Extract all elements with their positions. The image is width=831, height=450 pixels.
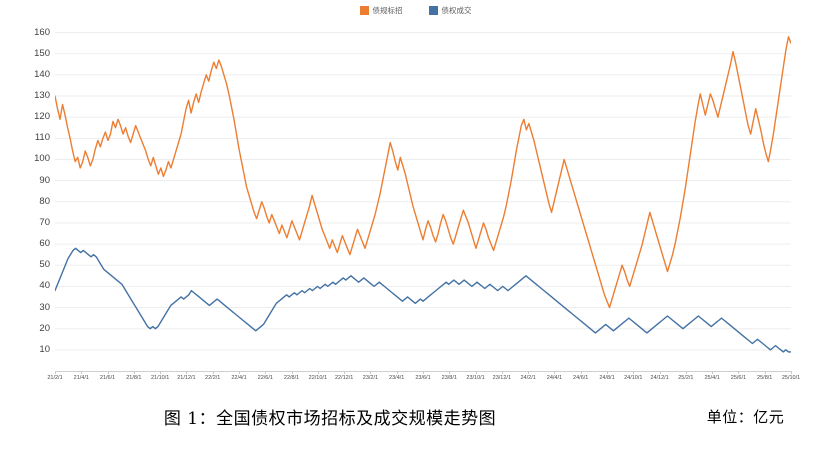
x-axis-tickmark [738, 371, 740, 374]
legend-label: 债权成交 [441, 5, 472, 15]
x-axis-tick-label: 22/2/1 [205, 375, 221, 381]
x-axis-tick-label: 22/12/1 [334, 375, 354, 381]
x-axis-tick-label: 24/12/1 [650, 375, 669, 381]
x-axis-tick-label: 23/8/1 [441, 375, 457, 381]
x-axis-tick-label: 25/6/1 [730, 375, 747, 381]
x-axis-tickmark [107, 371, 109, 374]
x-axis-tickmark [449, 371, 451, 374]
x-axis-tickmark [712, 371, 714, 374]
x-axis-tick-label: 22/4/1 [231, 375, 247, 381]
x-axis-tick-label: 24/8/1 [599, 375, 615, 381]
x-axis-tick-label: 25/8/1 [757, 375, 773, 381]
x-axis-tickmark [370, 371, 372, 374]
x-axis-tick-label: 22/10/1 [308, 375, 328, 381]
x-axis-tick-label: 21/10/1 [150, 375, 170, 381]
y-axis-tick-label: 110 [34, 132, 50, 144]
y-axis-tick-label: 10 [39, 343, 50, 355]
x-axis-tick-label: 21/6/1 [99, 375, 116, 381]
y-axis-tick-label: 40 [39, 280, 50, 292]
line-series-债权成交 [55, 247, 791, 353]
chart-legend: 债规标招 债权成交 [0, 2, 831, 18]
x-axis-tick-label: 23/2/1 [362, 375, 379, 381]
x-axis-tick-label: 25/10/1 [781, 375, 801, 381]
x-axis-tick-label: 25/4/1 [704, 375, 720, 381]
y-axis-tick-label: 150 [34, 47, 50, 59]
y-axis-tick-label: 100 [34, 153, 50, 165]
x-axis-tickmark [580, 371, 582, 374]
x-axis-tick-label: 21/8/1 [126, 375, 142, 381]
x-axis-tickmark [317, 371, 319, 374]
x-axis-tick-label: 24/10/1 [624, 375, 643, 381]
x-axis-tickmark [186, 371, 188, 374]
y-axis-tick-label: 130 [34, 90, 50, 102]
y-axis-tick-label: 60 [39, 238, 50, 250]
x-axis-tickmark [396, 371, 398, 374]
x-axis-tickmark [160, 371, 162, 374]
y-axis: 10 20 30 40 50 60 70 80 90 100 110 120 130 140 150 160 [0, 22, 50, 371]
figure-caption: 图 1：全国债权市场招标及成交规模走势图 [163, 409, 497, 429]
figure-unit-label: 单位：亿元 [706, 408, 785, 426]
x-axis-tick-label: 21/4/1 [73, 375, 89, 381]
x-axis-tickmark [501, 371, 503, 374]
x-axis-tickmark [528, 371, 530, 374]
x-axis: 21/2/1 21/4/1 21/6/1 21/8/1 21/10/1 21/12/1 22… [47, 371, 800, 391]
x-axis-tick-label: 22/6/1 [257, 375, 273, 381]
x-axis-tick-label: 25/2/1 [678, 375, 694, 381]
y-axis-tick-label: 20 [39, 322, 50, 334]
y-axis-tick-label: 70 [39, 216, 50, 228]
x-axis-tickmark [291, 371, 293, 374]
y-axis-tick-label: 140 [34, 68, 50, 80]
x-axis-tickmark [554, 371, 556, 374]
x-axis-tickmark [239, 371, 240, 374]
line-series-债规标招 [55, 36, 791, 309]
caption-row: 图 1：全国债权市场招标及成交规模走势图 单位：亿元 [0, 400, 831, 440]
x-axis-tick-label: 21/12/1 [177, 375, 196, 381]
x-axis-tick-label: 23/4/1 [389, 375, 405, 381]
x-axis-tick-label: 23/10/1 [466, 375, 485, 381]
x-axis-tickmark [659, 371, 661, 374]
x-axis-tickmark [685, 371, 687, 374]
x-axis-tick-label: 23/12/1 [492, 375, 512, 381]
x-axis-tickmark [607, 371, 608, 374]
y-axis-tick-label: 80 [39, 195, 50, 207]
x-axis-tick-label: 24/2/1 [520, 375, 536, 381]
y-axis-tick-label: 30 [39, 301, 50, 313]
y-axis-tick-label: 50 [39, 259, 50, 271]
x-axis-tickmark [133, 371, 135, 374]
x-axis-tickmark [81, 371, 83, 374]
x-axis-tickmark [212, 371, 214, 374]
x-axis-tickmark [633, 371, 635, 374]
legend-label: 债规标招 [372, 5, 403, 15]
x-axis-tickmark [265, 371, 267, 374]
x-axis-tick-label: 22/8/1 [283, 375, 300, 381]
x-axis-tick-label: 24/4/1 [546, 375, 563, 381]
plot-area [55, 22, 791, 371]
series-lines [55, 32, 791, 353]
legend-item-series-traded[interactable]: 债权成交 [428, 5, 472, 15]
x-axis-tickmark [423, 371, 424, 374]
y-axis-tick-label: 120 [34, 111, 50, 123]
x-axis-tick-label: 21/2/1 [47, 375, 63, 381]
x-axis-tick-label: 23/6/1 [415, 375, 431, 381]
legend-swatch-icon [428, 5, 438, 15]
legend-item-series-tender[interactable]: 债规标招 [359, 5, 403, 15]
x-axis-tickmark [791, 371, 792, 374]
x-axis-tickmark [764, 371, 766, 374]
y-axis-tick-label: 160 [34, 26, 50, 38]
x-axis-tickmark [55, 371, 56, 374]
x-axis-tickmark [475, 371, 477, 374]
x-axis-tickmark [344, 371, 346, 374]
y-axis-tick-label: 90 [39, 174, 50, 186]
x-axis-tick-label: 24/6/1 [573, 375, 589, 381]
legend-swatch-icon [359, 5, 369, 15]
chart-container: 10 20 30 40 50 60 70 80 90 100 110 120 130 140 150 160 … [0, 16, 831, 388]
